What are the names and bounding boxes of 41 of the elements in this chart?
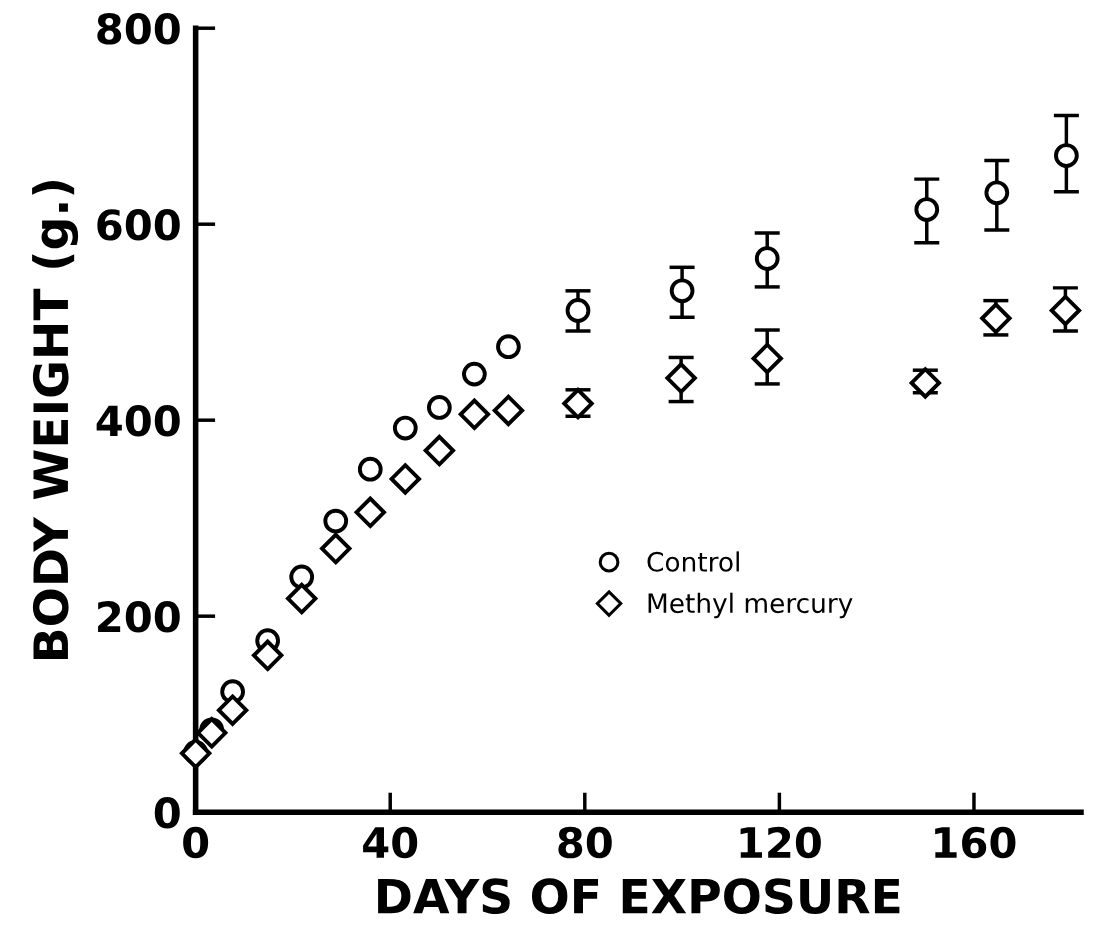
x-tick-label: 0 [183, 826, 209, 859]
x-tick-label: 120 [740, 826, 821, 859]
point [1054, 143, 1079, 168]
point [216, 694, 249, 726]
point [179, 737, 212, 770]
y-tick-label: 600 [97, 209, 180, 241]
x-axis-title: DAYS OF EXPOSURE [378, 878, 900, 915]
point [1049, 294, 1082, 327]
point [251, 639, 284, 672]
legend-label: Control [647, 551, 739, 572]
point [462, 361, 487, 387]
point [289, 564, 315, 590]
x-tick-label: 40 [363, 826, 418, 859]
point [196, 717, 228, 749]
point [320, 532, 352, 565]
point [665, 362, 697, 394]
y-tick-label: 800 [97, 13, 180, 45]
point [323, 508, 349, 534]
point [984, 180, 1010, 206]
point [392, 415, 418, 441]
point [754, 246, 780, 271]
point [496, 334, 521, 360]
point [357, 456, 383, 482]
point [426, 395, 452, 420]
y-axis-title: BODY WEIGHT (g.) [32, 181, 79, 659]
x-tick-label: 160 [935, 826, 1016, 859]
point [389, 463, 421, 495]
point [354, 496, 386, 528]
legend-label: Methyl mercury [648, 592, 853, 619]
y-tick-label: 400 [96, 405, 180, 437]
point [492, 394, 525, 427]
point [458, 398, 491, 430]
y-tick-label: 0 [154, 797, 180, 829]
point [751, 342, 783, 375]
point [669, 278, 695, 304]
point [565, 298, 591, 323]
x-tick-label: 80 [558, 826, 612, 859]
point [423, 434, 456, 467]
point [285, 582, 318, 615]
point [914, 197, 940, 222]
y-tick-label: 200 [98, 601, 180, 633]
